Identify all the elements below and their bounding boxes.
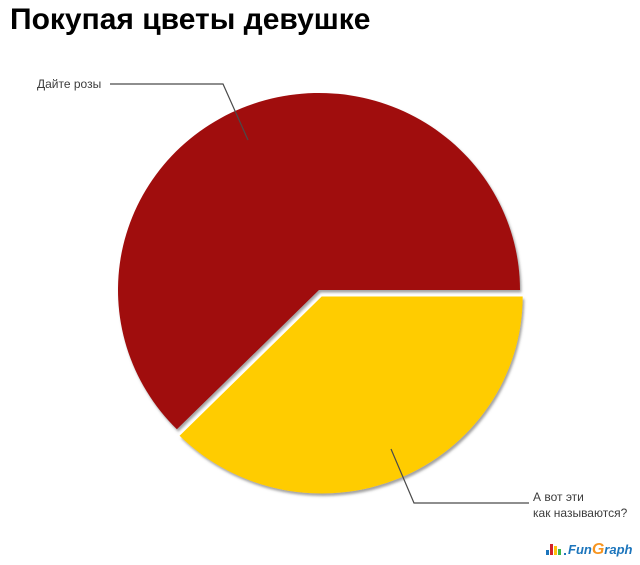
leader-line-roses xyxy=(110,83,249,141)
bar-chart-icon xyxy=(546,544,562,558)
pie-slices-group xyxy=(117,92,523,494)
page-title: Покупая цветы девушке xyxy=(10,3,371,36)
fungraph-watermark: Fun G raph xyxy=(546,538,632,558)
watermark-text-fun: Fun xyxy=(568,542,592,557)
watermark-text-g: G xyxy=(591,541,605,558)
callout-other-line2: как называются? xyxy=(533,506,628,520)
pie-slice-1 xyxy=(117,92,521,430)
logo-dot xyxy=(564,553,566,555)
pie-slice-2 xyxy=(179,296,523,494)
watermark-text-raph: raph xyxy=(604,542,633,557)
callout-label-other: А вот эти как называются? xyxy=(533,489,627,521)
callout-other-line1: А вот эти xyxy=(533,490,584,504)
callout-label-roses: Дайте розы xyxy=(37,77,102,91)
leader-line-other xyxy=(390,448,529,504)
